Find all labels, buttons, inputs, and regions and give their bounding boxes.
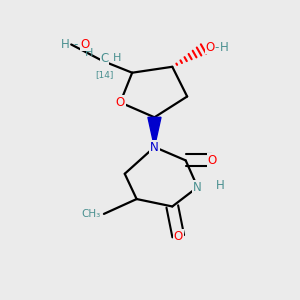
Text: CH₃: CH₃ [82,209,101,219]
Text: N: N [150,140,159,154]
Text: O: O [208,154,217,167]
Text: O: O [205,41,214,54]
Text: -: - [74,38,78,51]
Text: H: H [113,53,122,64]
Text: H: H [220,41,229,54]
Text: H: H [215,179,224,192]
Text: O: O [174,230,183,243]
Text: O: O [80,38,89,51]
Polygon shape [148,117,161,147]
Text: H: H [85,48,93,59]
Text: N: N [193,181,202,194]
Text: C: C [101,52,109,65]
Text: H: H [61,38,70,51]
Text: -: - [214,41,218,54]
Text: O: O [116,96,125,109]
Text: [14]: [14] [96,70,114,79]
